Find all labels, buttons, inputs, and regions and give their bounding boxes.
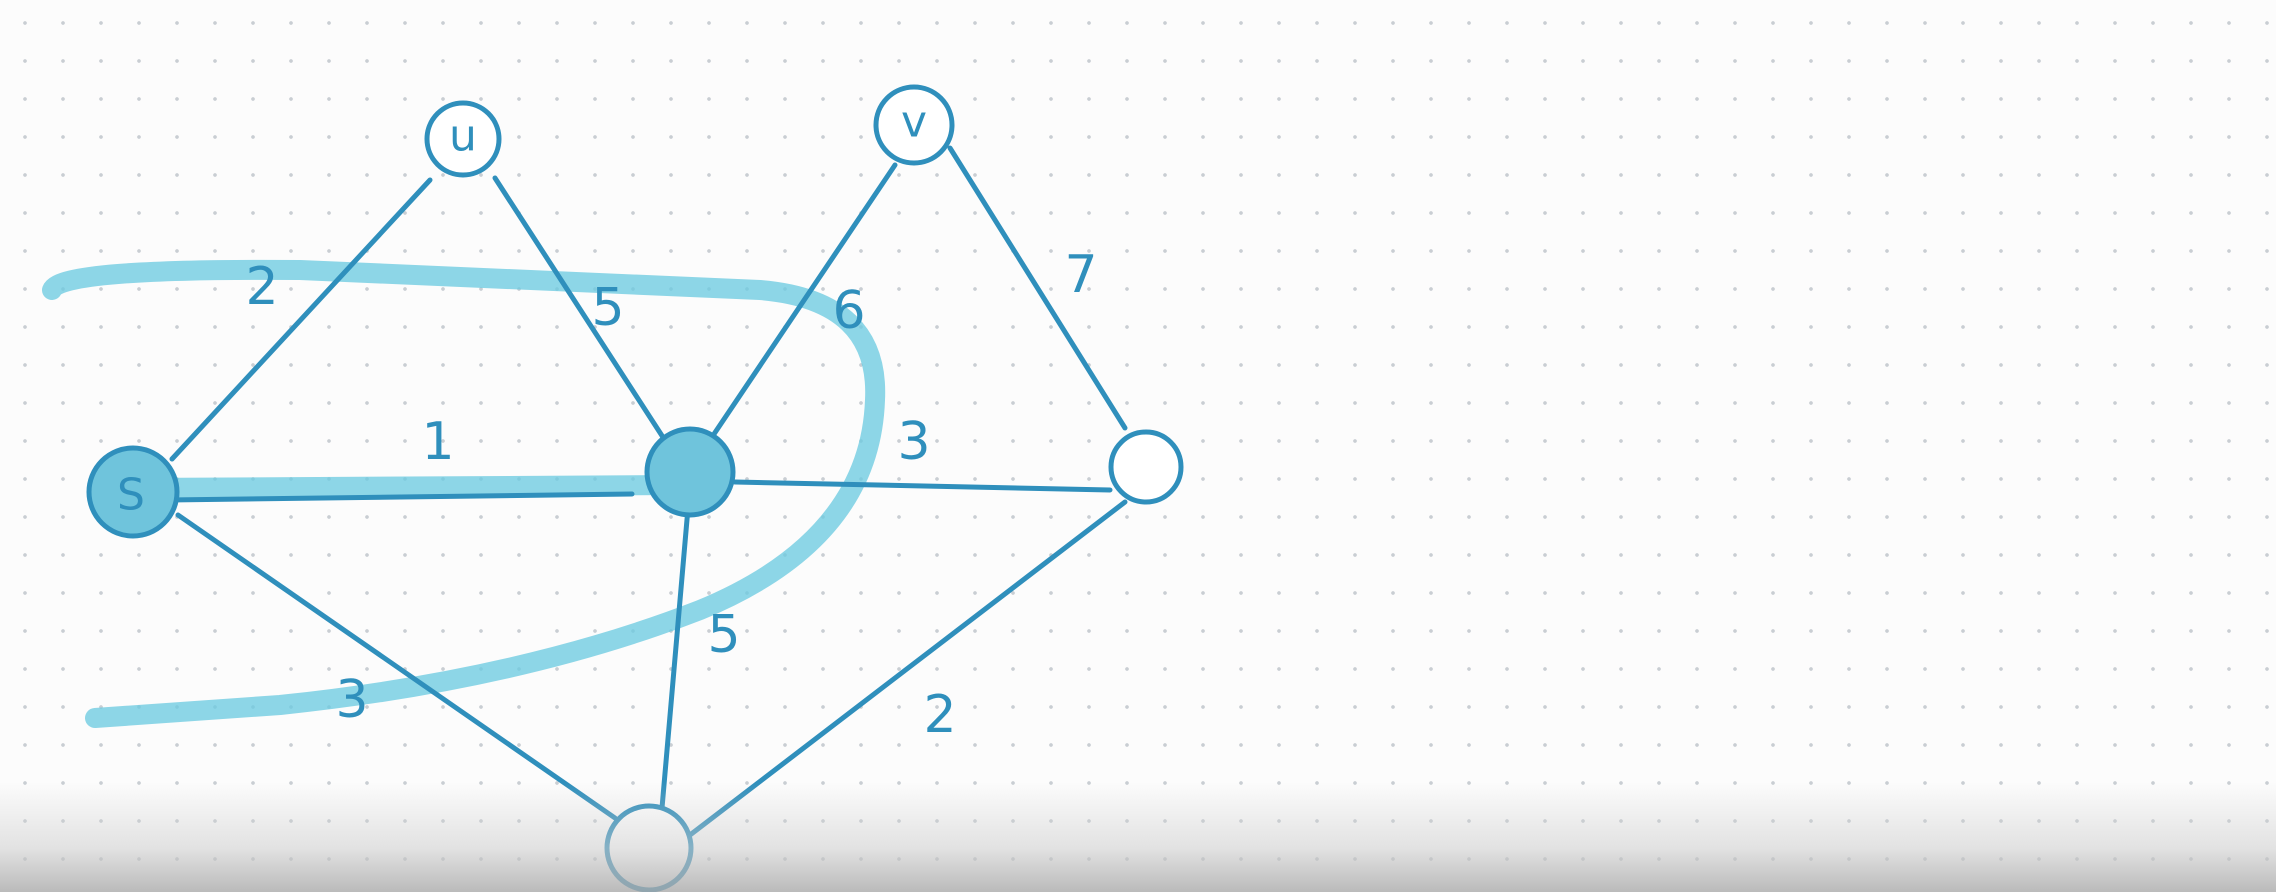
weight-center-v: 6 — [832, 281, 865, 341]
weight-s-center: 1 — [421, 412, 454, 472]
weight-s-u: 2 — [245, 257, 278, 317]
edge-bottom-right — [687, 499, 1128, 838]
weight-s-bottom: 3 — [335, 670, 368, 730]
edge-s-u — [169, 177, 433, 462]
node-v: v — [873, 84, 955, 166]
node-s-label: S — [117, 470, 145, 521]
edge-weights: 2 5 1 6 7 3 3 5 2 — [245, 245, 1097, 745]
edge-u-center — [492, 175, 671, 448]
node-right — [1108, 429, 1184, 505]
cut-boundary-stroke — [42, 259, 886, 728]
edge-s-bottom — [175, 512, 618, 821]
node-u-label: u — [449, 111, 477, 162]
node-bottom — [604, 803, 694, 892]
weight-bottom-right: 2 — [923, 685, 956, 745]
node-u: u — [424, 100, 502, 178]
edge-s-center — [165, 491, 635, 503]
node-s: S — [86, 445, 180, 539]
weight-center-right: 3 — [897, 412, 930, 472]
node-center — [644, 426, 736, 518]
nodes: S u v — [86, 84, 1184, 892]
highlighted-edge-s-center — [120, 475, 700, 498]
node-v-label: v — [901, 97, 927, 148]
weight-center-bottom: 5 — [707, 605, 740, 665]
edge-center-bottom — [659, 505, 691, 811]
weight-v-right: 7 — [1064, 245, 1097, 305]
edge-center-v — [707, 162, 898, 443]
edge-v-right — [947, 145, 1128, 431]
weight-u-center: 5 — [591, 278, 624, 338]
edge-center-right — [732, 479, 1113, 493]
edges — [165, 145, 1128, 838]
